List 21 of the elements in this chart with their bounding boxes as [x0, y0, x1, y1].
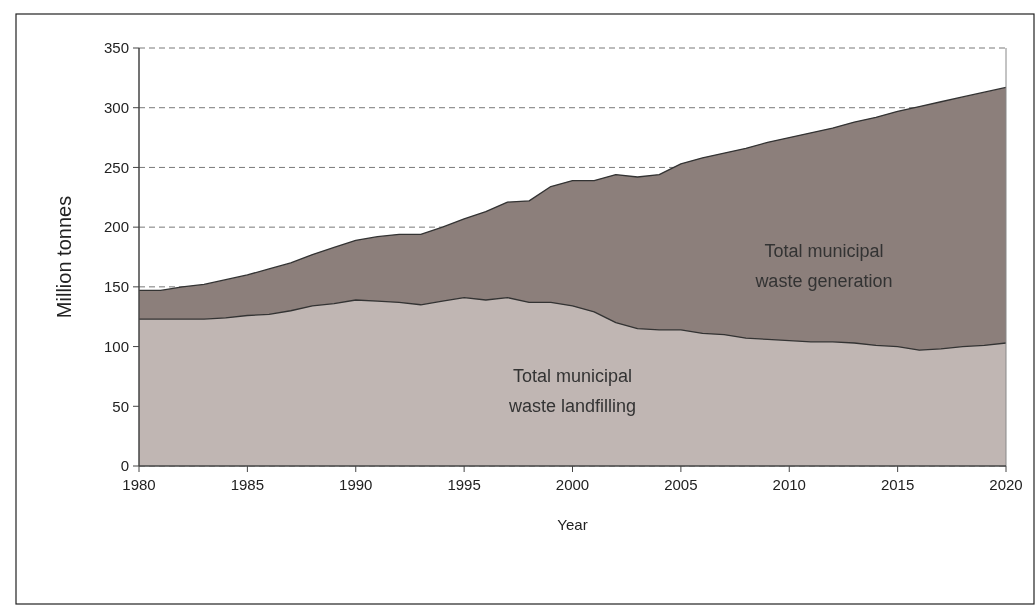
x-tick-label: 2005	[664, 476, 698, 493]
series-label: Total municipal waste generation	[754, 241, 893, 291]
x-tick-label: 2010	[772, 476, 806, 493]
y-tick-label: 100	[103, 337, 129, 355]
x-tick-label: 1990	[339, 476, 373, 493]
y-tick-label: 350	[103, 39, 129, 57]
y-tick-label: 50	[112, 397, 129, 415]
series-label: Total municipal waste landfilling	[507, 366, 637, 417]
x-tick-label: 1985	[230, 476, 265, 493]
y-tick-label: 250	[103, 158, 129, 176]
x-tick-label: 2015	[880, 476, 915, 493]
y-tick-label: 200	[103, 218, 129, 236]
x-tick-label: 2020	[989, 476, 1023, 493]
x-tick-label: 1980	[122, 476, 156, 493]
x-tick-label: 2000	[555, 476, 590, 493]
x-axis-title: Year	[557, 516, 588, 533]
y-tick-label: 300	[103, 98, 129, 116]
y-tick-label: 0	[120, 457, 129, 475]
y-tick-label: 150	[103, 278, 129, 296]
y-axis-title: Million tonnes	[53, 195, 75, 319]
x-tick-label: 1995	[447, 476, 481, 493]
